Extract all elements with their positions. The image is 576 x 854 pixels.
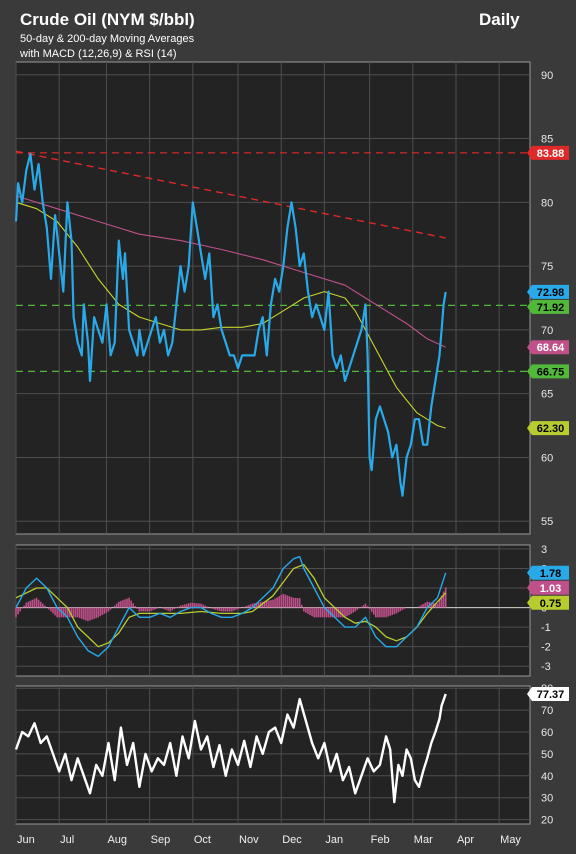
x-tick-oct: Oct (194, 834, 211, 846)
value-tag-text: 0.75 (540, 598, 561, 610)
rsi-ytick-50: 50 (541, 749, 553, 761)
x-tick-jan: Jan (325, 834, 343, 846)
price-value-tag-68.64: 68.64 (527, 340, 569, 355)
macd-ytick--2: -2 (541, 642, 551, 654)
x-tick-aug: Aug (107, 834, 127, 846)
value-tag-bg (527, 595, 569, 610)
x-tick-nov: Nov (239, 834, 259, 846)
value-tag-text: 68.64 (537, 342, 565, 354)
x-tick-sep: Sep (151, 834, 171, 846)
rsi-ytick-20: 20 (541, 815, 553, 827)
chart-title: Crude Oil (NYM $/bbl) (20, 10, 195, 29)
x-tick-apr: Apr (457, 834, 474, 846)
value-tag-bg (527, 284, 569, 299)
macd-ytick-3: 3 (541, 544, 547, 556)
value-tag-text: 1.78 (540, 568, 561, 580)
macd-value-tag-1.78: 1.78 (527, 565, 569, 580)
value-tag-text: 72.98 (537, 287, 565, 299)
chart-subtitle-ma: 50-day & 200-day Moving Averages (20, 33, 195, 45)
macd-series-signal (15, 563, 447, 648)
value-tag-text: 66.75 (537, 366, 565, 378)
frequency-label: Daily (479, 10, 520, 29)
value-tag-text: 77.37 (537, 689, 565, 701)
macd-series-macd (15, 556, 447, 658)
value-tag-bg (527, 340, 569, 355)
x-tick-mar: Mar (414, 834, 433, 846)
panel-macd (15, 544, 531, 677)
price-series-trendline (15, 150, 446, 239)
macd-value-tag-0.75: 0.75 (527, 595, 569, 610)
value-tag-bg (527, 145, 569, 160)
price-ytick-70: 70 (541, 325, 553, 337)
value-tag-text: 62.30 (537, 423, 565, 435)
rsi-ytick-70: 70 (541, 705, 553, 717)
rsi-ytick-60: 60 (541, 727, 553, 739)
value-tag-bg (527, 565, 569, 580)
chart-subtitle-indicators: with MACD (12,26,9) & RSI (14) (20, 48, 177, 60)
x-tick-may: May (500, 834, 521, 846)
price-series-ma50 (15, 201, 446, 429)
value-tag-text: 71.92 (537, 302, 565, 314)
x-tick-dec: Dec (282, 834, 302, 846)
value-tag-text: 83.88 (537, 148, 565, 160)
macd-ytick--3: -3 (541, 661, 551, 673)
value-tag-bg (527, 686, 569, 701)
rsi-value-tag-77.37: 77.37 (527, 686, 569, 701)
panel-rsi (15, 685, 531, 825)
price-ytick-55: 55 (541, 516, 553, 528)
rsi-ytick-40: 40 (541, 771, 553, 783)
price-ytick-90: 90 (541, 70, 553, 82)
price-ytick-65: 65 (541, 389, 553, 401)
price-ytick-80: 80 (541, 197, 553, 209)
value-tag-bg (527, 299, 569, 314)
macd-ytick--1: -1 (541, 622, 551, 634)
price-value-tag-83.88: 83.88 (527, 145, 569, 160)
value-tag-bg (527, 364, 569, 379)
x-tick-jun: Jun (17, 834, 35, 846)
value-tag-bg (527, 580, 569, 595)
value-tag-bg (527, 421, 569, 436)
price-ytick-60: 60 (541, 452, 553, 464)
price-value-tag-62.30: 62.30 (527, 421, 569, 436)
rsi-series-rsi (14, 693, 447, 804)
macd-value-tag-1.03: 1.03 (527, 580, 569, 595)
x-tick-feb: Feb (371, 834, 390, 846)
x-tick-jul: Jul (60, 834, 74, 846)
value-tag-text: 1.03 (540, 583, 561, 595)
price-ytick-75: 75 (541, 261, 553, 273)
rsi-ytick-30: 30 (541, 793, 553, 805)
price-value-tag-72.98: 72.98 (527, 284, 569, 299)
price-ytick-85: 85 (541, 134, 553, 146)
price-value-tag-71.92: 71.92 (527, 299, 569, 314)
price-series-price (14, 152, 447, 497)
macd-histogram (15, 587, 447, 622)
price-value-tag-66.75: 66.75 (527, 364, 569, 379)
